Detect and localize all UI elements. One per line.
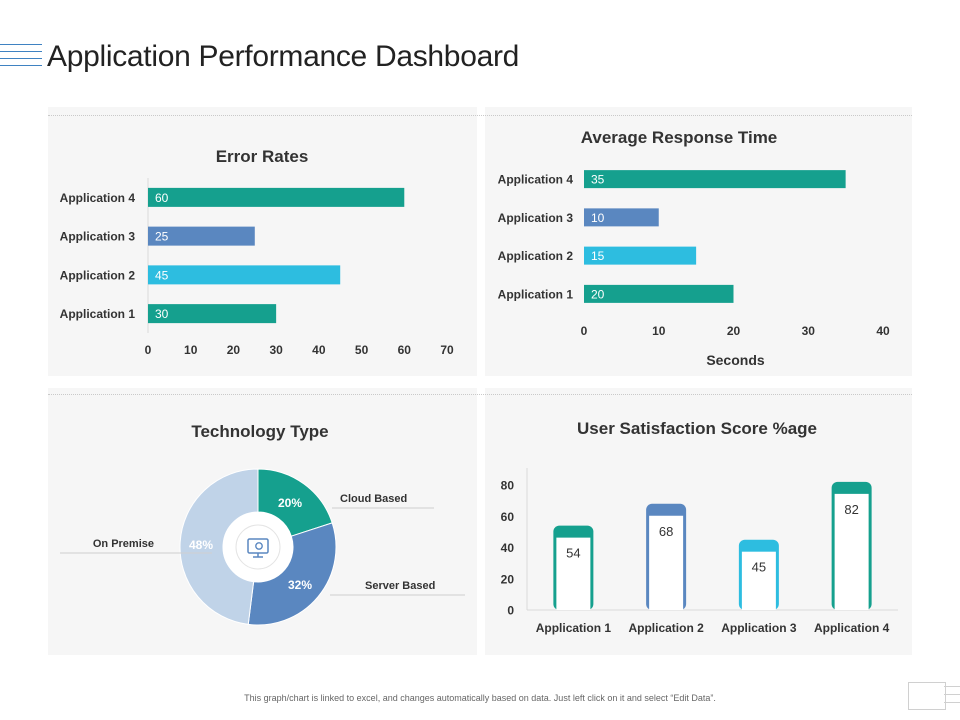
x-tick-label: 0 <box>581 324 588 338</box>
donut-hole <box>223 512 293 582</box>
response-time-title: Average Response Time <box>580 128 778 147</box>
x-axis-title: Seconds <box>706 352 765 368</box>
corner-line <box>944 694 960 695</box>
x-tick-label: 20 <box>227 343 241 357</box>
response-time-chart: 20 Application 1 15 Application 2 10 Applicat… <box>498 170 890 368</box>
bar-value-label: 10 <box>591 211 605 225</box>
corner-line <box>944 686 960 687</box>
bar <box>584 208 659 227</box>
x-tick-label: 0 <box>145 343 152 357</box>
bar-inner <box>649 515 684 610</box>
x-tick-label: 10 <box>652 324 666 338</box>
slice-legend-label: On Premise <box>93 538 154 550</box>
category-label: Application 2 <box>498 249 574 263</box>
bar-inner <box>741 551 776 610</box>
technology-type-title: Technology Type <box>191 422 329 441</box>
bar <box>584 170 846 189</box>
x-tick-label: 30 <box>802 324 816 338</box>
slice-percent-label: 48% <box>189 538 213 552</box>
x-tick-label: 70 <box>440 343 454 357</box>
x-tick-label: 20 <box>727 324 741 338</box>
bar-inner <box>556 537 591 610</box>
divider-top <box>48 115 912 116</box>
y-tick-label: 40 <box>501 541 515 555</box>
bar <box>148 226 255 246</box>
title-accent-lines <box>0 44 42 72</box>
response-time-panel <box>485 107 912 376</box>
y-tick-label: 0 <box>507 604 514 618</box>
x-tick-label: 40 <box>312 343 326 357</box>
slice-legend-label: Server Based <box>365 580 435 592</box>
bar-value-label: 54 <box>566 546 580 561</box>
user-satisfaction-chart: 0 20 40 60 80 54 Application 1 68 Application 2 4… <box>501 468 898 635</box>
bar-value-label: 45 <box>752 560 766 575</box>
category-label: Application 1 <box>60 307 136 321</box>
bar <box>584 284 734 303</box>
x-tick-label: 30 <box>269 343 283 357</box>
category-label: Application 1 <box>536 621 612 635</box>
footer-note: This graph/chart is linked to excel, and… <box>244 693 716 703</box>
y-tick-label: 20 <box>501 572 515 586</box>
x-tick-label: 50 <box>355 343 369 357</box>
bar-value-label: 20 <box>591 287 605 301</box>
slice-percent-label: 20% <box>278 496 302 510</box>
x-tick-label: 40 <box>876 324 890 338</box>
divider-middle <box>48 394 912 395</box>
error-rates-title: Error Rates <box>215 147 309 166</box>
category-label: Application 1 <box>498 287 574 301</box>
bar-inner <box>834 493 869 610</box>
category-label: Application 4 <box>814 621 890 635</box>
bar <box>148 265 341 285</box>
gear-shape <box>255 542 263 550</box>
slice-percent-label: 32% <box>288 578 312 592</box>
bar-value-label: 15 <box>591 249 605 263</box>
bar-value-label: 82 <box>844 502 858 517</box>
corner-decoration <box>908 682 946 710</box>
user-satisfaction-title: User Satisfaction Score %age <box>577 419 817 438</box>
x-tick-label: 10 <box>184 343 198 357</box>
bar-value-label: 35 <box>591 173 605 187</box>
page-title: Application Performance Dashboard <box>47 40 520 73</box>
category-label: Application 2 <box>628 621 704 635</box>
category-label: Application 4 <box>60 191 136 205</box>
bar-value-label: 45 <box>155 268 169 282</box>
technology-type-chart: 20% Cloud Based 32% Server Based 48% On Premi… <box>60 468 465 626</box>
bar <box>584 246 697 265</box>
y-tick-label: 60 <box>501 510 515 524</box>
bar <box>148 304 277 324</box>
category-label: Application 4 <box>498 173 574 187</box>
monitor-gear-icon <box>247 538 269 558</box>
category-label: Application 3 <box>721 621 797 635</box>
y-tick-label: 80 <box>501 479 515 493</box>
error-rates-chart: 30 Application 1 45 Application 2 25 Applicat… <box>60 178 454 357</box>
error-rates-panel <box>48 107 477 376</box>
slice-legend-label: Cloud Based <box>340 493 407 505</box>
category-label: Application 3 <box>60 230 136 244</box>
bar <box>148 187 405 207</box>
bar-value-label: 60 <box>155 191 169 205</box>
corner-line <box>944 702 960 703</box>
bar-value-label: 68 <box>659 524 673 539</box>
bar-value-label: 30 <box>155 307 169 321</box>
pie-slice <box>179 468 259 625</box>
x-tick-label: 60 <box>398 343 412 357</box>
bar-value-label: 25 <box>155 230 169 244</box>
donut-inner-ring <box>235 524 281 570</box>
category-label: Application 3 <box>498 211 574 225</box>
category-label: Application 2 <box>60 268 136 282</box>
